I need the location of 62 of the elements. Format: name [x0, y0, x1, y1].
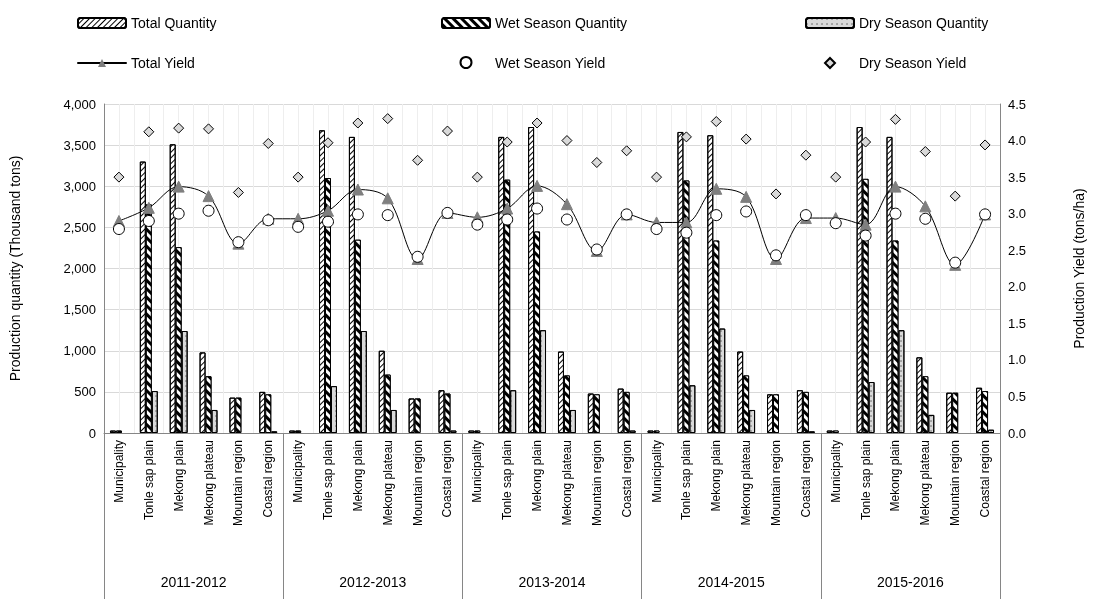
x-tick-label: Tonle sap plain [321, 440, 335, 521]
y-tick-label: 1,000 [63, 343, 96, 359]
y2-tick-label: 1.5 [1008, 315, 1027, 331]
x-tick-label: Mekong plateau [918, 440, 933, 526]
y2-tick-label: 4.5 [1008, 96, 1027, 112]
x-tick-label: Coastal region [261, 440, 276, 518]
x-tick-label: Mountain region [231, 440, 246, 527]
x-tick-label: Mekong plateau [559, 440, 574, 526]
y2-tick-label: 4.0 [1008, 133, 1027, 149]
x-tick-label: Municipality [111, 440, 126, 503]
y-tick-label: 3,500 [63, 137, 96, 153]
x-tick-label: Tonle sap plain [679, 440, 694, 521]
y2-tick-label: 1.0 [1008, 352, 1027, 368]
x-tick-label: Coastal region [978, 440, 993, 518]
x-tick-label: Mountain region [410, 440, 425, 527]
y-tick-label: 1,500 [63, 302, 96, 318]
legend-label: Wet Season Yield [495, 54, 606, 71]
x-tick-label: Mekong plain [171, 440, 186, 512]
x-tick-label: Tonle sap plain [500, 440, 515, 521]
y-tick-label: 500 [74, 384, 96, 400]
y2-axis-title: Production Yield (tons/ha) [1071, 188, 1087, 349]
text: 2015-2016 [876, 574, 945, 590]
y2-tick-label: 3.5 [1008, 169, 1027, 185]
legend-label: Dry Season Yield [859, 55, 967, 71]
x-tick-label: Mountain region [948, 440, 963, 527]
x-tick-label: Mekong plateau [739, 440, 754, 526]
x-tick-label: Mekong plain [888, 440, 903, 512]
x-tick-label: Mountain region [769, 440, 783, 527]
text: 2012-2013 [339, 574, 407, 590]
legend-label: Total Quantity [131, 15, 217, 31]
x-tick-label: Mekong plateau [201, 440, 216, 526]
y2-tick-label: 3.0 [1008, 206, 1027, 222]
y2-tick-label: 0.0 [1008, 425, 1027, 441]
x-tick-label: Municipality [828, 440, 843, 503]
y-tick-label: 0 [88, 425, 96, 441]
x-tick-label: Mekong plain [530, 440, 545, 512]
y-axis-title: Production quantity (Thousand tons) [7, 155, 23, 382]
legend-label: Total Yield [131, 55, 195, 71]
text: 2014-2015 [697, 574, 765, 590]
x-tick-label: Tonle sap plain [858, 440, 873, 521]
y-tick-label: 2,500 [63, 219, 96, 235]
y2-tick-label: 2.0 [1008, 279, 1027, 295]
x-tick-label: Coastal region [798, 440, 813, 518]
x-tick-label: Coastal region [619, 440, 634, 518]
y-tick-label: 3,000 [63, 178, 96, 194]
y-tick-label: 2,000 [63, 261, 96, 276]
x-tick-label: Mountain region [589, 440, 604, 527]
x-tick-label: Tonle sap plain [141, 440, 156, 521]
legend-label: Wet Season Quantity [495, 15, 628, 31]
x-tick-label: Mekong plain [350, 440, 365, 512]
y2-tick-label: 2.5 [1008, 242, 1027, 258]
x-tick-label: Municipality [291, 440, 306, 503]
x-tick-label: Coastal region [440, 440, 455, 518]
legend-label: Dry Season Quantity [859, 15, 989, 31]
x-tick-label: Municipality [470, 440, 485, 503]
text: 2013-2014 [518, 574, 586, 590]
y2-tick-label: 0.5 [1008, 388, 1027, 404]
y-tick-label: 4,000 [63, 96, 96, 112]
x-tick-label: Municipality [649, 440, 664, 503]
text: 2011-2012 [160, 574, 227, 590]
x-tick-label: Mekong plain [709, 440, 724, 512]
x-tick-label: Mekong plateau [380, 440, 395, 526]
